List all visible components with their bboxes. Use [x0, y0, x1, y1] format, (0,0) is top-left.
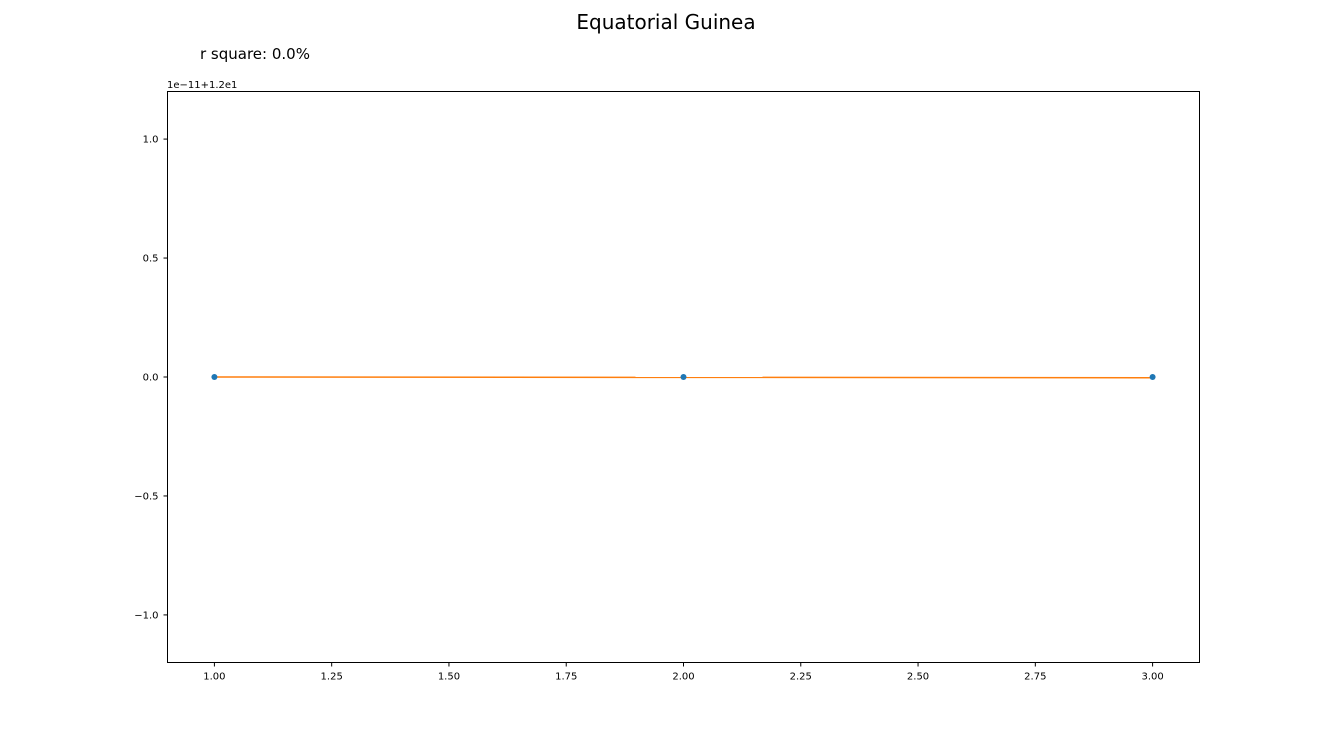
y-tick-label: 0.0	[143, 373, 159, 384]
y-tick-label: −1.0	[134, 610, 158, 621]
data-point	[680, 374, 687, 380]
y-axis: −1.0 −0.5 0.0 0.5 1.0	[134, 135, 168, 621]
x-tick-label: 2.00	[672, 672, 694, 683]
x-tick-label: 1.50	[438, 672, 460, 683]
y-tick-label: −0.5	[134, 491, 158, 502]
y-offset-label: 1e−11+1.2e1	[167, 80, 237, 91]
y-tick-label: 0.5	[143, 254, 159, 265]
x-tick-label: 3.00	[1141, 672, 1163, 683]
chart-title: Equatorial Guinea	[576, 10, 756, 34]
x-tick-label: 1.00	[203, 672, 225, 683]
x-tick-label: 2.25	[790, 672, 812, 683]
x-tick-label: 1.25	[321, 672, 343, 683]
r-square-label: r square: 0.0%	[200, 45, 310, 63]
x-tick-label: 1.75	[555, 672, 577, 683]
data-point	[1149, 374, 1156, 380]
x-axis: 1.00 1.25 1.50 1.75 2.00 2.25 2.50 2.75 3.00	[203, 662, 1164, 683]
series-layer	[211, 374, 1156, 380]
y-tick-label: 1.0	[143, 135, 159, 146]
x-tick-label: 2.50	[907, 672, 929, 683]
x-tick-label: 2.75	[1024, 672, 1046, 683]
data-point	[211, 374, 218, 380]
